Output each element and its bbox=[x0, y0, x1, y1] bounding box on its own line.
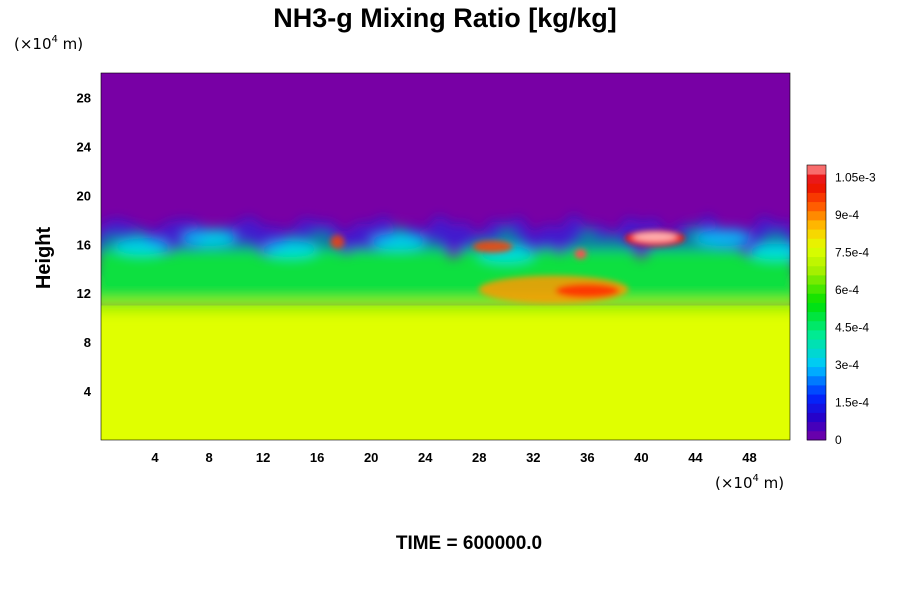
colorbar-label: 6e-4 bbox=[835, 283, 859, 297]
colorbar-segment bbox=[807, 192, 826, 203]
colorbar-label: 7.5e-4 bbox=[835, 246, 869, 260]
colorbar-segment bbox=[807, 330, 826, 340]
colorbar-segment bbox=[807, 220, 826, 230]
colorbar-segment bbox=[807, 430, 826, 441]
time-label: TIME = 600000.0 bbox=[396, 533, 542, 554]
field-red-patch bbox=[472, 240, 513, 253]
colorbar-labels: 0 1.5e-4 3e-4 4.5e-4 6e-4 7.5e-4 9e-4 1.05e-3 bbox=[835, 171, 876, 448]
colorbar-segment bbox=[807, 275, 826, 285]
y-tick-label: 4 bbox=[84, 384, 92, 399]
field-band-blue bbox=[101, 213, 790, 251]
field-cyan-patch bbox=[262, 241, 319, 258]
colorbar-segment bbox=[807, 385, 826, 395]
colorbar-segment bbox=[807, 339, 826, 349]
x-tick-label: 44 bbox=[688, 450, 703, 465]
colorbar-label: 3e-4 bbox=[835, 358, 859, 372]
y-tick-label: 16 bbox=[77, 237, 91, 252]
y-tick-labels: 4 8 12 16 20 24 28 bbox=[77, 90, 92, 399]
colorbar-segment bbox=[807, 394, 826, 404]
x-tick-label: 4 bbox=[151, 450, 159, 465]
field-red-patch bbox=[330, 234, 345, 249]
field-pink-patch bbox=[632, 232, 677, 242]
colorbar-label: 9e-4 bbox=[835, 208, 859, 222]
field-red-patch bbox=[555, 283, 620, 298]
colorbar-segment bbox=[807, 403, 826, 413]
field-cyan-patch bbox=[370, 233, 427, 250]
colorbar-frame bbox=[806, 164, 827, 441]
x-tick-label: 48 bbox=[742, 450, 756, 465]
plot-frame bbox=[100, 72, 791, 441]
colorbar-segment bbox=[807, 238, 826, 248]
field-cyan-patch bbox=[113, 238, 170, 255]
x-tick-labels: 4 8 12 16 20 24 28 32 36 40 44 48 bbox=[151, 450, 756, 465]
colorbar-segment bbox=[807, 229, 826, 239]
colorbar-segment bbox=[807, 256, 826, 267]
y-tick-label: 12 bbox=[77, 286, 91, 301]
colorbar-segment bbox=[807, 210, 826, 221]
field-cyan-patch bbox=[694, 230, 751, 247]
colorbar-segment bbox=[807, 311, 826, 322]
colorbar-segment bbox=[807, 421, 826, 432]
colorbar-label: 0 bbox=[835, 433, 842, 447]
colorbar-label: 4.5e-4 bbox=[835, 321, 869, 335]
colorbar-segment bbox=[807, 183, 826, 193]
x-tick-label: 28 bbox=[472, 450, 486, 465]
field-cyan-patch bbox=[748, 243, 790, 260]
colorbar-segment bbox=[807, 247, 826, 258]
colorbar bbox=[806, 164, 827, 441]
x-unit-label: (×104 m) bbox=[715, 473, 784, 492]
chart-title: NH3-g Mixing Ratio [kg/kg] bbox=[273, 3, 617, 33]
colorbar-segment bbox=[807, 412, 826, 423]
y-axis-title: Height bbox=[33, 227, 55, 290]
colorbar-segment bbox=[807, 357, 826, 368]
x-tick-label: 36 bbox=[580, 450, 594, 465]
y-tick-label: 24 bbox=[77, 139, 92, 154]
colorbar-segment bbox=[807, 265, 826, 276]
colorbar-segment bbox=[807, 320, 826, 331]
y-tick-label: 28 bbox=[77, 90, 91, 105]
field-lower-layer bbox=[101, 305, 790, 440]
y-tick-label: 8 bbox=[84, 335, 91, 350]
x-tick-label: 40 bbox=[634, 450, 648, 465]
x-tick-label: 12 bbox=[256, 450, 270, 465]
y-tick-label: 20 bbox=[77, 188, 91, 203]
colorbar-segment bbox=[807, 165, 826, 175]
colorbar-segment bbox=[807, 201, 826, 212]
x-tick-label: 24 bbox=[418, 450, 433, 465]
colorbar-label: 1.5e-4 bbox=[835, 396, 869, 410]
x-tick-label: 32 bbox=[526, 450, 540, 465]
colorbar-segment bbox=[807, 348, 826, 358]
heatmap-field bbox=[101, 73, 790, 440]
colorbar-segment bbox=[807, 366, 826, 377]
colorbar-segment bbox=[807, 302, 826, 313]
field-red-patch bbox=[574, 249, 587, 260]
colorbar-segment bbox=[807, 293, 826, 303]
x-tick-label: 20 bbox=[364, 450, 378, 465]
colorbar-segment bbox=[807, 375, 826, 386]
x-tick-label: 8 bbox=[205, 450, 212, 465]
field-cyan-patch bbox=[181, 230, 238, 247]
colorbar-segment bbox=[807, 284, 826, 294]
colorbar-segment bbox=[807, 174, 826, 184]
y-unit-label: (×104 m) bbox=[14, 34, 83, 53]
colorbar-label: 1.05e-3 bbox=[835, 171, 876, 185]
x-tick-label: 16 bbox=[310, 450, 324, 465]
